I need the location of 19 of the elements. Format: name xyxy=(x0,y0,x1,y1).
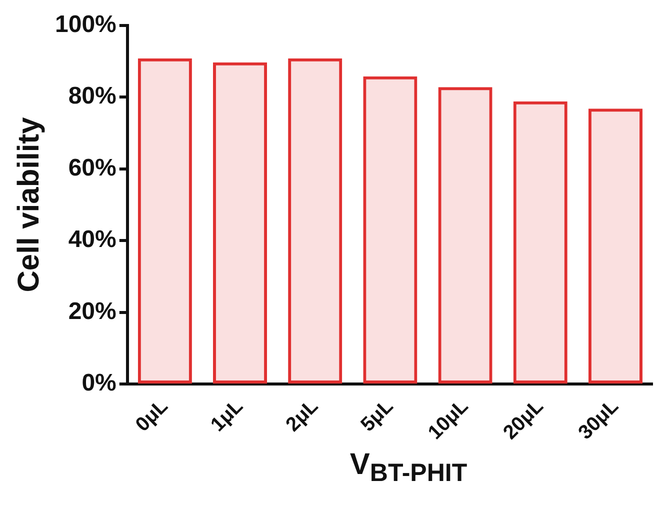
bar xyxy=(513,101,568,384)
y-tick-label: 60% xyxy=(68,154,116,182)
bar xyxy=(212,62,268,384)
y-axis-title: Cell viability xyxy=(12,116,46,292)
y-tick-label: 80% xyxy=(68,82,116,110)
bar xyxy=(288,58,342,384)
y-tick-label: 40% xyxy=(68,226,116,254)
x-tick-label: 5μL xyxy=(356,395,398,436)
bar xyxy=(363,76,418,384)
x-tick-label: 0μL xyxy=(132,395,172,436)
bar xyxy=(438,87,492,384)
x-tick-label: 2μL xyxy=(282,395,323,436)
y-tick-label: 20% xyxy=(68,298,116,325)
bar xyxy=(138,58,192,384)
y-tick-label: 0% xyxy=(82,370,116,397)
x-tick-label: 1μL xyxy=(206,395,248,436)
x-axis-title: V$_{BT-PHIT}$ xyxy=(348,448,468,488)
bar xyxy=(588,108,642,384)
y-tick-label: 100% xyxy=(54,11,116,38)
